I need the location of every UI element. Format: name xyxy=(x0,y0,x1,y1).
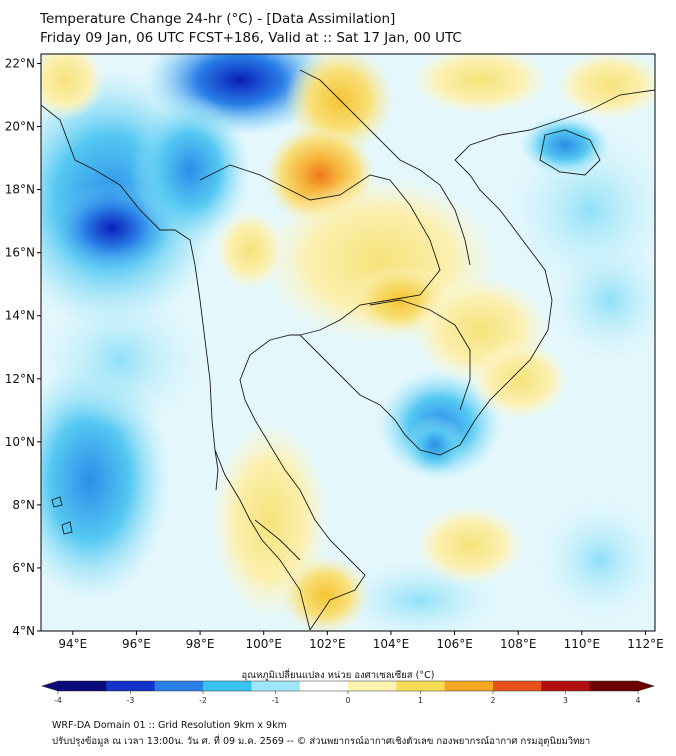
map-subtitle: Friday 09 Jan, 06 UTC FCST+186, Valid at… xyxy=(40,30,462,46)
colorbar-tick-label: 0 xyxy=(346,696,351,705)
colorbar-segment xyxy=(58,681,107,691)
lon-tick-label: 108°E xyxy=(500,637,537,651)
colorbar: -4 -3 -2 -1 0 1 2 3 4 xyxy=(40,680,656,705)
colorbar-tick-label: 4 xyxy=(636,696,641,705)
lon-tick-label: 100°E xyxy=(245,637,282,651)
small-island-1 xyxy=(51,496,63,508)
colorbar-scale: -4 -3 -2 -1 0 1 2 3 4 xyxy=(40,680,656,705)
myanmar-coast xyxy=(41,104,311,631)
lon-tick-label: 96°E xyxy=(122,637,151,651)
colorbar-tick-label: -4 xyxy=(54,696,62,705)
colorbar-segment xyxy=(444,681,494,691)
lat-tick-label: 22°N xyxy=(5,56,35,70)
colorbar-segment xyxy=(106,681,156,691)
lon-tick-label: 112°E xyxy=(627,637,664,651)
lat-tick-label: 4°N xyxy=(12,624,35,638)
temperature-field xyxy=(41,54,655,631)
lat-tick-label: 8°N xyxy=(12,498,35,512)
malaysia-border xyxy=(254,519,301,561)
colorbar-tick-label: 1 xyxy=(418,696,423,705)
lat-tick-label: 12°N xyxy=(5,372,35,386)
colorbar-segment xyxy=(348,681,397,691)
small-island-2 xyxy=(61,521,73,535)
thai-border xyxy=(199,164,441,336)
lat-tick-label: 20°N xyxy=(5,120,35,134)
lat-tick-label: 14°N xyxy=(5,309,35,323)
lon-tick-label: 98°E xyxy=(186,637,215,651)
china-coast xyxy=(529,89,655,131)
map-title: Temperature Change 24-hr (°C) - [Data As… xyxy=(40,11,396,27)
colorbar-tick-label: 3 xyxy=(563,696,568,705)
colorbar-segment xyxy=(589,681,639,691)
lat-tick-label: 16°N xyxy=(5,246,35,260)
coastlines-borders xyxy=(41,69,655,631)
colorbar-tick-label: -3 xyxy=(127,696,135,705)
lon-tick-label: 104°E xyxy=(373,637,410,651)
temperature-change-map: 94°E 96°E 98°E 100°E 102°E 104°E 106°E 108°E 110… xyxy=(5,53,664,651)
map-frame xyxy=(40,53,656,632)
colorbar-right-arrow xyxy=(638,681,654,691)
colorbar-tick-label: -2 xyxy=(199,696,207,705)
footer-domain-info: WRF-DA Domain 01 :: Grid Resolution 9km … xyxy=(52,720,287,731)
laos-border xyxy=(299,69,471,266)
colorbar-tick-label: 2 xyxy=(491,696,496,705)
longitude-ticks: 94°E 96°E 98°E 100°E 102°E 104°E 106°E 108°E 110… xyxy=(58,631,664,651)
colorbar-segment xyxy=(251,681,301,691)
andaman-islands xyxy=(214,449,219,491)
lon-tick-label: 110°E xyxy=(564,637,601,651)
colorbar-tick-label: -1 xyxy=(272,696,280,705)
lon-tick-label: 106°E xyxy=(436,637,473,651)
colorbar-segment xyxy=(493,681,542,691)
colorbar-segment xyxy=(396,681,446,691)
lon-tick-label: 94°E xyxy=(58,637,87,651)
lat-tick-label: 18°N xyxy=(5,183,35,197)
latitude-ticks: 22°N 20°N 18°N 16°N 14°N 12°N 10°N 8°N 6°N 4°N xyxy=(5,56,41,638)
gulf-of-thailand-coast xyxy=(239,129,553,631)
colorbar-segment xyxy=(154,681,204,691)
hainan-island xyxy=(539,129,601,176)
colorbar-segment xyxy=(203,681,252,691)
lon-tick-label: 102°E xyxy=(309,637,346,651)
lat-tick-label: 6°N xyxy=(12,561,35,575)
colorbar-left-arrow xyxy=(42,681,58,691)
colorbar-segment xyxy=(299,681,349,691)
cambodia-border xyxy=(369,299,471,411)
footer-update-credit: ปรับปรุงข้อมูล ณ เวลา 13:00น. วัน ศ. ที่… xyxy=(52,736,591,747)
colorbar-title: อุณหภูมิเปลี่ยนแปลง หน่วย องศาเซลเซียส (… xyxy=(241,670,435,681)
colorbar-segment xyxy=(541,681,591,691)
lat-tick-label: 10°N xyxy=(5,435,35,449)
